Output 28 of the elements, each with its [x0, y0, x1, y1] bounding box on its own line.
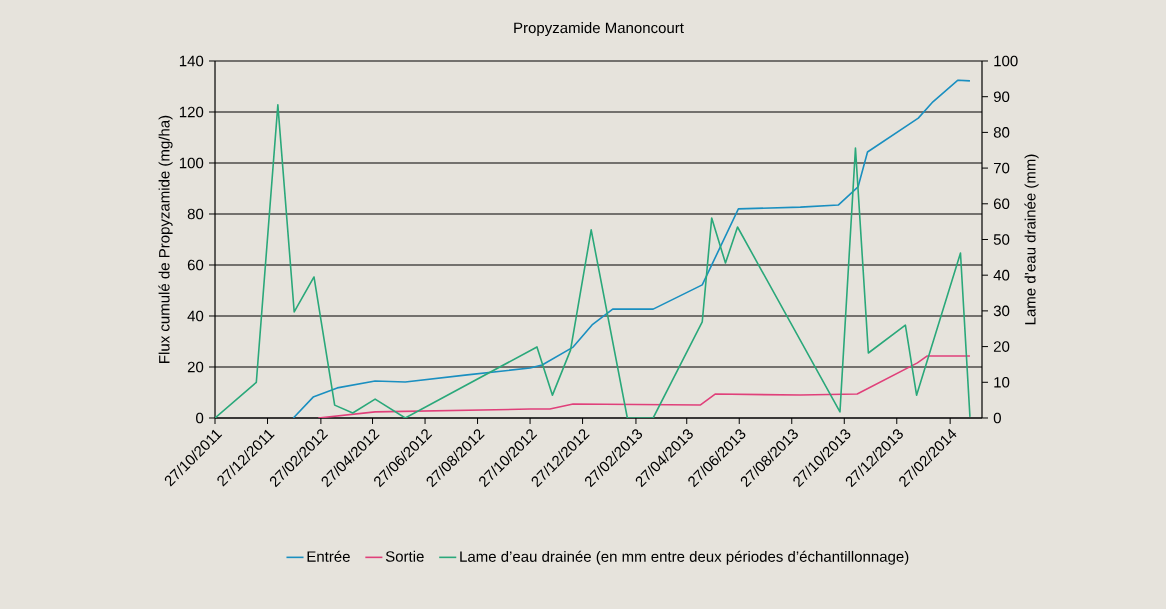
y-tick-label: 20: [187, 361, 204, 373]
y2-tick-label: 0: [993, 412, 1001, 424]
y-tick-label: 40: [187, 310, 204, 322]
legend-label: Entrée: [307, 550, 350, 562]
y-tick-label: 60: [187, 259, 204, 271]
y-tick-label: 120: [179, 106, 204, 118]
y-tick-label: 140: [179, 55, 204, 67]
y2-tick-label: 90: [993, 91, 1010, 102]
y-tick-label: 100: [179, 157, 204, 169]
y2-tick-label: 60: [993, 198, 1010, 210]
y2-tick-label: 70: [993, 162, 1010, 174]
y2-tick-label: 20: [993, 341, 1010, 352]
chart-title: Propyzamide Manoncourt: [514, 22, 684, 37]
line-series: [292, 79, 971, 418]
line-series: [215, 104, 971, 418]
y-axis-title: Flux cumulé de Propyzamide (mg/ha): [158, 115, 173, 363]
y2-tick-label: 50: [993, 234, 1010, 245]
legend-label: Sortie: [385, 550, 424, 562]
y2-tick-label: 30: [993, 305, 1010, 317]
y-tick-label: 80: [187, 208, 204, 220]
y2-tick-label: 10: [994, 376, 1010, 388]
y2-tick-label: 80: [993, 127, 1010, 138]
y2-axis-title: Lame d’eau drainée (mm): [1024, 154, 1039, 325]
legend-label: Lame d’eau drainée (en mm entre deux périodes d’échantillonnage): [460, 550, 909, 565]
y2-tick-label: 40: [993, 269, 1010, 281]
line-series: [317, 355, 971, 418]
y2-tick-label: 100: [994, 55, 1018, 67]
y-tick-label: 0: [196, 412, 204, 424]
